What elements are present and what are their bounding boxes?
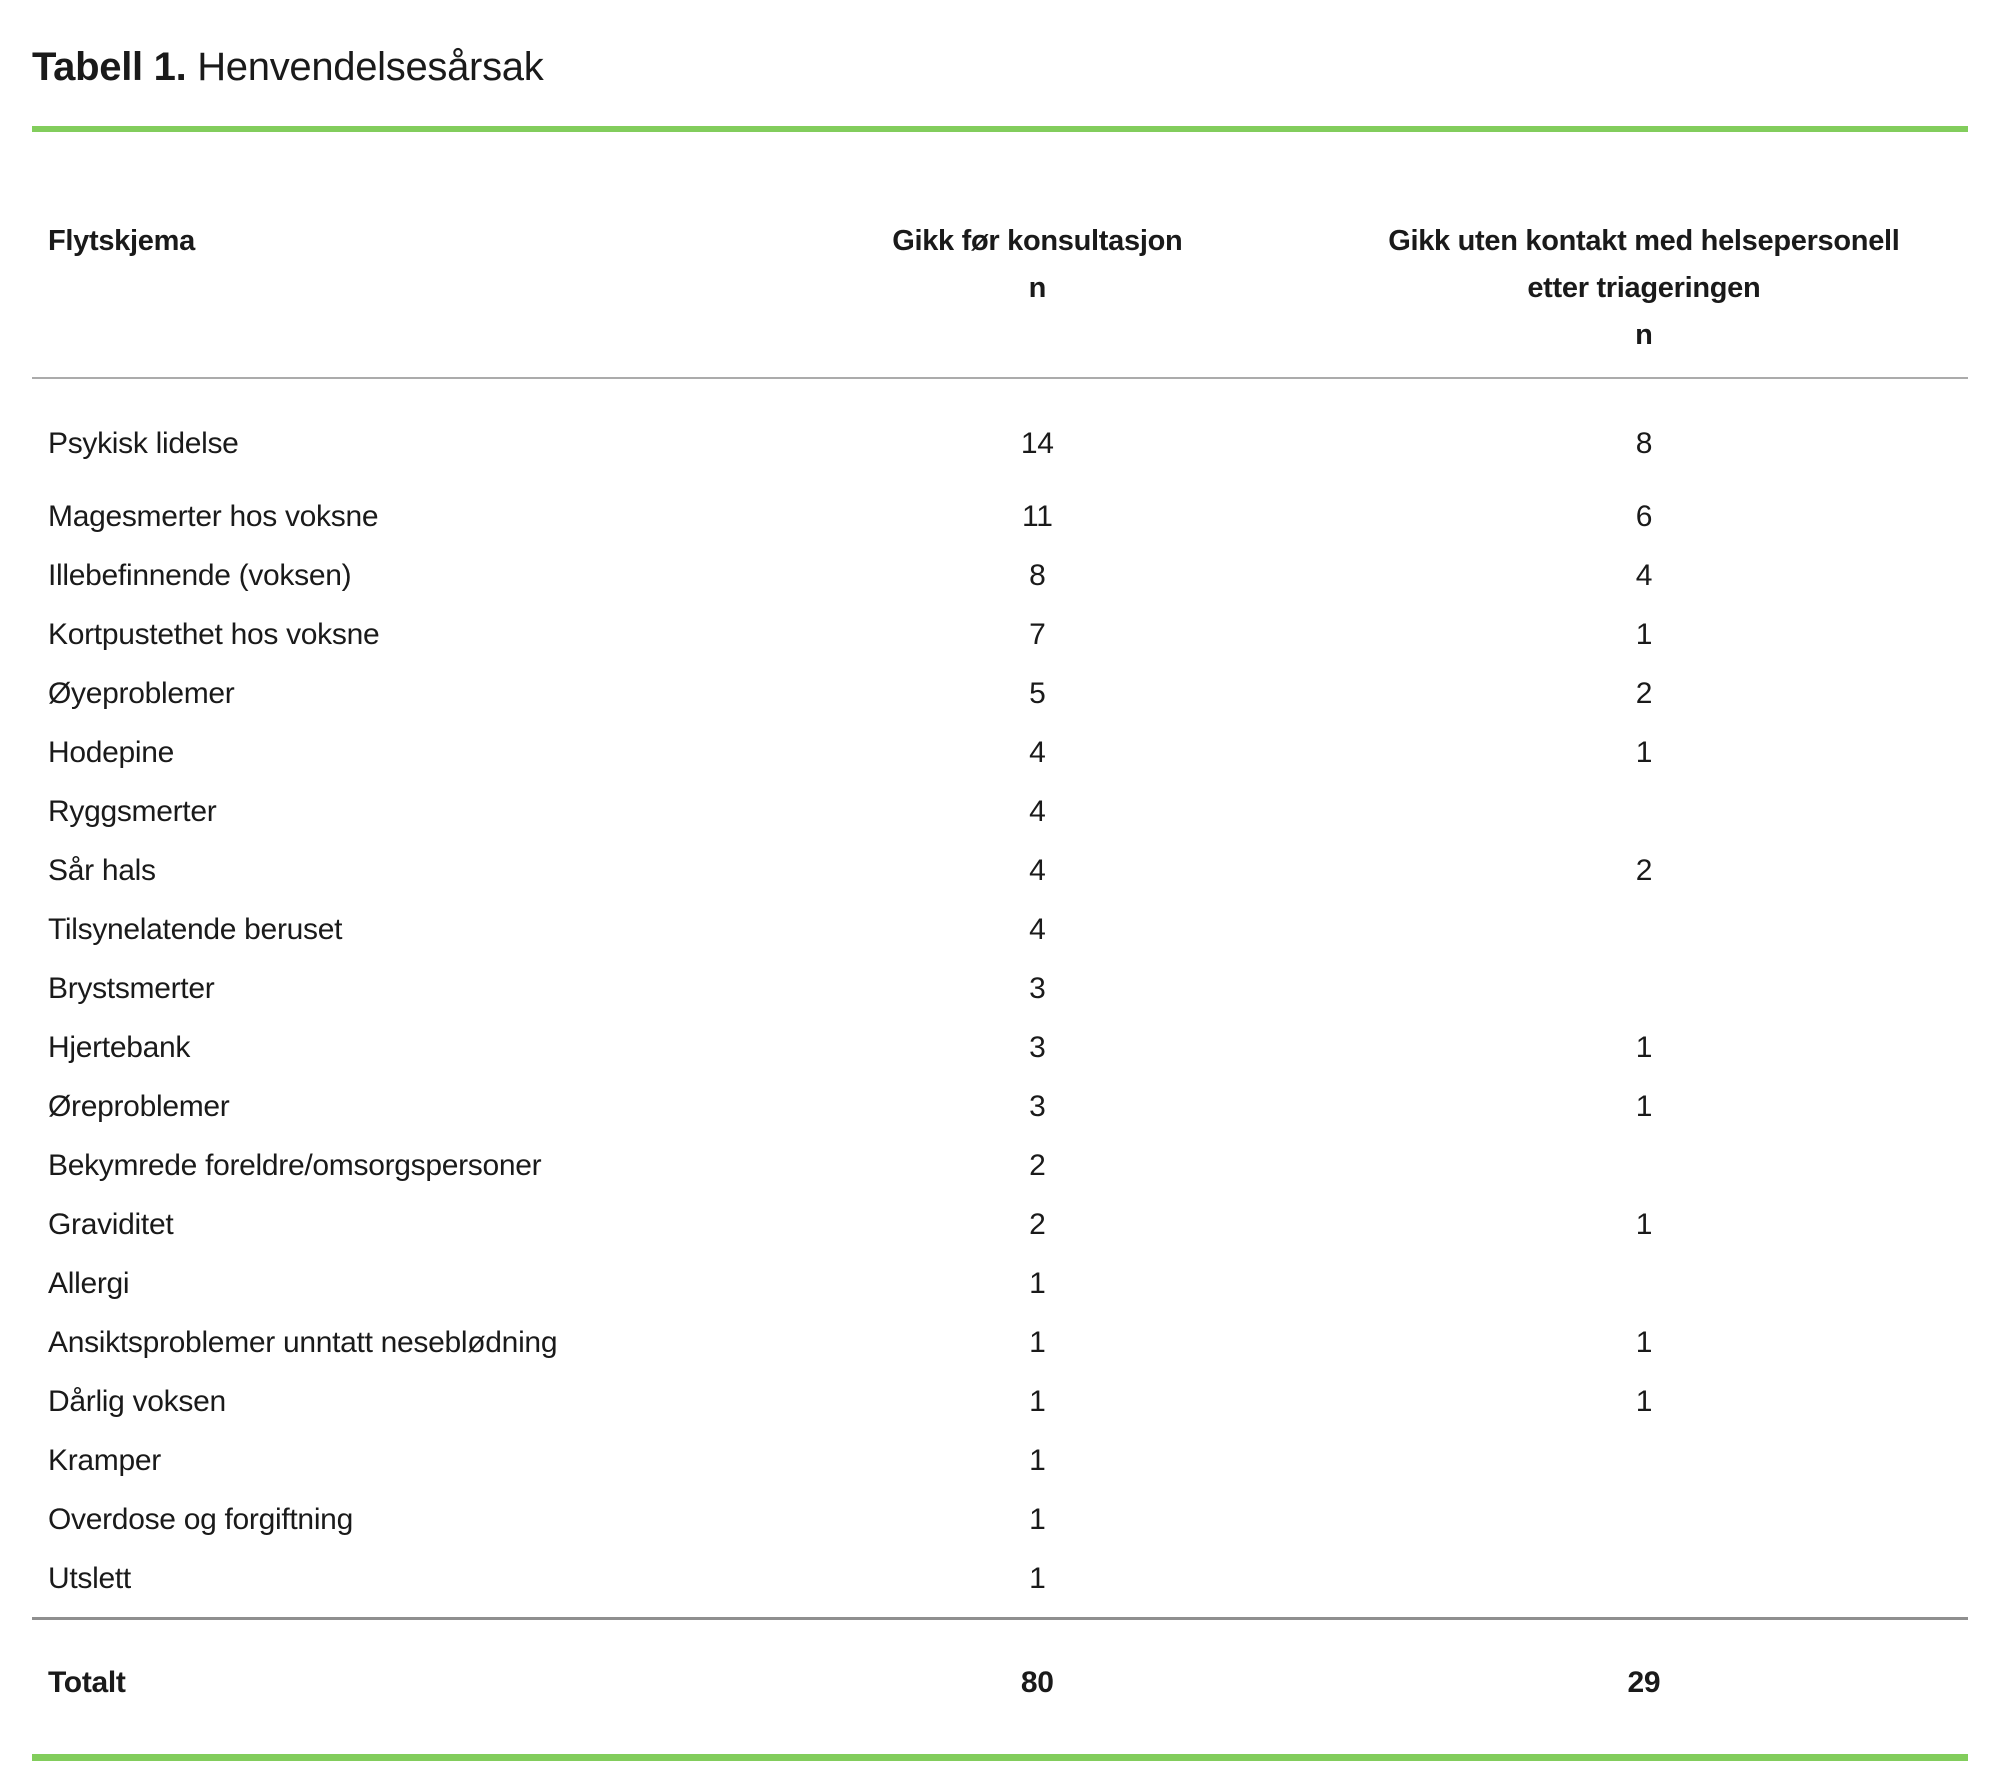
row-went-without-value: 1 bbox=[1635, 1031, 1653, 1064]
row-label: Graviditet bbox=[48, 1208, 174, 1241]
row-went-before-value: 3 bbox=[1029, 1031, 1046, 1064]
row-label: Psykisk lidelse bbox=[48, 427, 239, 460]
table-row: Ansiktsproblemer unntatt neseblødning 1 … bbox=[48, 1313, 1968, 1372]
table-row: Hjertebank 3 1 bbox=[48, 1018, 1968, 1077]
row-label: Magesmerter hos voksne bbox=[48, 500, 379, 533]
row-label: Hjertebank bbox=[48, 1031, 191, 1064]
table-row: Brystsmerter 3 bbox=[48, 959, 1968, 1018]
row-label: Illebefinnende (voksen) bbox=[48, 559, 352, 592]
column-header-line: etter triageringen bbox=[1527, 272, 1761, 304]
row-went-without-value: 4 bbox=[1635, 559, 1653, 592]
row-went-without-value: 1 bbox=[1635, 1385, 1653, 1418]
row-went-before-value: 3 bbox=[1029, 1090, 1046, 1123]
column-header-flytskjema: Flytskjema bbox=[48, 225, 195, 257]
row-label: Hodepine bbox=[48, 736, 175, 769]
total-went-without-value: 29 bbox=[1627, 1666, 1661, 1699]
table-row: Øyeproblemer 5 2 bbox=[48, 664, 1968, 723]
row-went-without-value: 1 bbox=[1635, 1208, 1653, 1241]
row-went-without-value: 1 bbox=[1635, 618, 1653, 651]
top-green-rule bbox=[32, 126, 1968, 132]
row-label: Tilsynelatende beruset bbox=[48, 913, 343, 946]
row-label: Allergi bbox=[48, 1267, 130, 1300]
row-went-before-value: 1 bbox=[1029, 1267, 1046, 1300]
row-went-without-value: 8 bbox=[1635, 427, 1653, 460]
column-header-line: Gikk før konsultasjon bbox=[892, 225, 1183, 257]
total-row: Totalt 80 29 bbox=[48, 1653, 1968, 1712]
row-label: Øyeproblemer bbox=[48, 677, 235, 710]
row-went-before-value: 5 bbox=[1029, 677, 1046, 710]
row-label: Bekymrede foreldre/omsorgspersoner bbox=[48, 1149, 542, 1182]
table-row: Kramper 1 bbox=[48, 1431, 1968, 1490]
row-label: Sår hals bbox=[48, 854, 156, 887]
table-row: Ryggsmerter 4 bbox=[48, 782, 1968, 841]
row-went-without-value: 2 bbox=[1635, 677, 1653, 710]
row-label: Ryggsmerter bbox=[48, 795, 217, 828]
table-header-row: Flytskjema Gikk før konsultasjon n Gikk … bbox=[48, 218, 1968, 359]
column-header-n-label: n bbox=[1635, 319, 1653, 351]
row-went-before-value: 7 bbox=[1029, 618, 1046, 651]
column-header-gikk-uten-kontakt: Gikk uten kontakt med helsepersonell ett… bbox=[1320, 218, 1968, 359]
table-title: Tabell 1. Henvendelsesårsak bbox=[32, 44, 544, 90]
table-title-text: Henvendelsesårsak bbox=[197, 45, 544, 89]
table-row: Overdose og forgiftning 1 bbox=[48, 1490, 1968, 1549]
row-went-before-value: 2 bbox=[1029, 1149, 1046, 1182]
row-label: Dårlig voksen bbox=[48, 1385, 226, 1418]
table-row: Kortpustethet hos voksne 7 1 bbox=[48, 605, 1968, 664]
row-went-without-value: 2 bbox=[1635, 854, 1653, 887]
row-went-without-value: 1 bbox=[1635, 1326, 1653, 1359]
row-went-before-value: 4 bbox=[1029, 736, 1046, 769]
table-title-number: Tabell 1. bbox=[32, 45, 187, 89]
total-label: Totalt bbox=[48, 1666, 126, 1699]
table-row: Allergi 1 bbox=[48, 1254, 1968, 1313]
total-divider bbox=[32, 1617, 1968, 1620]
row-went-before-value: 4 bbox=[1029, 913, 1046, 946]
table-row: Bekymrede foreldre/omsorgspersoner 2 bbox=[48, 1136, 1968, 1195]
row-went-before-value: 1 bbox=[1029, 1385, 1046, 1418]
row-went-without-value: 6 bbox=[1635, 500, 1653, 533]
row-went-before-value: 3 bbox=[1029, 972, 1046, 1005]
table-row: Dårlig voksen 1 1 bbox=[48, 1372, 1968, 1431]
row-label: Brystsmerter bbox=[48, 972, 215, 1005]
row-label: Utslett bbox=[48, 1562, 131, 1595]
row-went-before-value: 8 bbox=[1029, 559, 1046, 592]
table-row: Graviditet 2 1 bbox=[48, 1195, 1968, 1254]
total-went-before-value: 80 bbox=[1020, 1666, 1054, 1699]
row-went-before-value: 1 bbox=[1029, 1444, 1046, 1477]
row-went-before-value: 14 bbox=[1020, 427, 1054, 460]
row-went-without-value: 1 bbox=[1635, 1090, 1653, 1123]
column-header-gikk-for-konsultasjon: Gikk før konsultasjon n bbox=[838, 218, 1237, 359]
table-body: Psykisk lidelse 14 8 Magesmerter hos vok… bbox=[48, 378, 1968, 1608]
row-went-before-value: 1 bbox=[1029, 1562, 1046, 1595]
table-row: Sår hals 4 2 bbox=[48, 841, 1968, 900]
column-header-line: Gikk uten kontakt med helsepersonell bbox=[1388, 225, 1900, 257]
row-went-before-value: 11 bbox=[1022, 500, 1053, 533]
row-label: Ansiktsproblemer unntatt neseblødning bbox=[48, 1326, 558, 1359]
row-went-before-value: 1 bbox=[1029, 1503, 1046, 1536]
table-row: Magesmerter hos voksne 11 6 bbox=[48, 487, 1968, 546]
table-row: Utslett 1 bbox=[48, 1549, 1968, 1608]
bottom-green-rule bbox=[32, 1754, 1968, 1761]
column-header-n-label: n bbox=[1028, 272, 1047, 304]
table-row: Psykisk lidelse 14 8 bbox=[48, 414, 1968, 473]
row-label: Øreproblemer bbox=[48, 1090, 230, 1123]
header-divider bbox=[32, 377, 1968, 379]
table-row: Hodepine 4 1 bbox=[48, 723, 1968, 782]
row-went-before-value: 2 bbox=[1029, 1208, 1046, 1241]
row-label: Kortpustethet hos voksne bbox=[48, 618, 380, 651]
table-row: Tilsynelatende beruset 4 bbox=[48, 900, 1968, 959]
table-row: Øreproblemer 3 1 bbox=[48, 1077, 1968, 1136]
row-went-before-value: 1 bbox=[1029, 1326, 1046, 1359]
row-went-without-value: 1 bbox=[1635, 736, 1653, 769]
row-went-before-value: 4 bbox=[1029, 854, 1046, 887]
row-label: Overdose og forgiftning bbox=[48, 1503, 353, 1536]
row-went-before-value: 4 bbox=[1029, 795, 1046, 828]
table-row: Illebefinnende (voksen) 8 4 bbox=[48, 546, 1968, 605]
row-label: Kramper bbox=[48, 1444, 161, 1477]
